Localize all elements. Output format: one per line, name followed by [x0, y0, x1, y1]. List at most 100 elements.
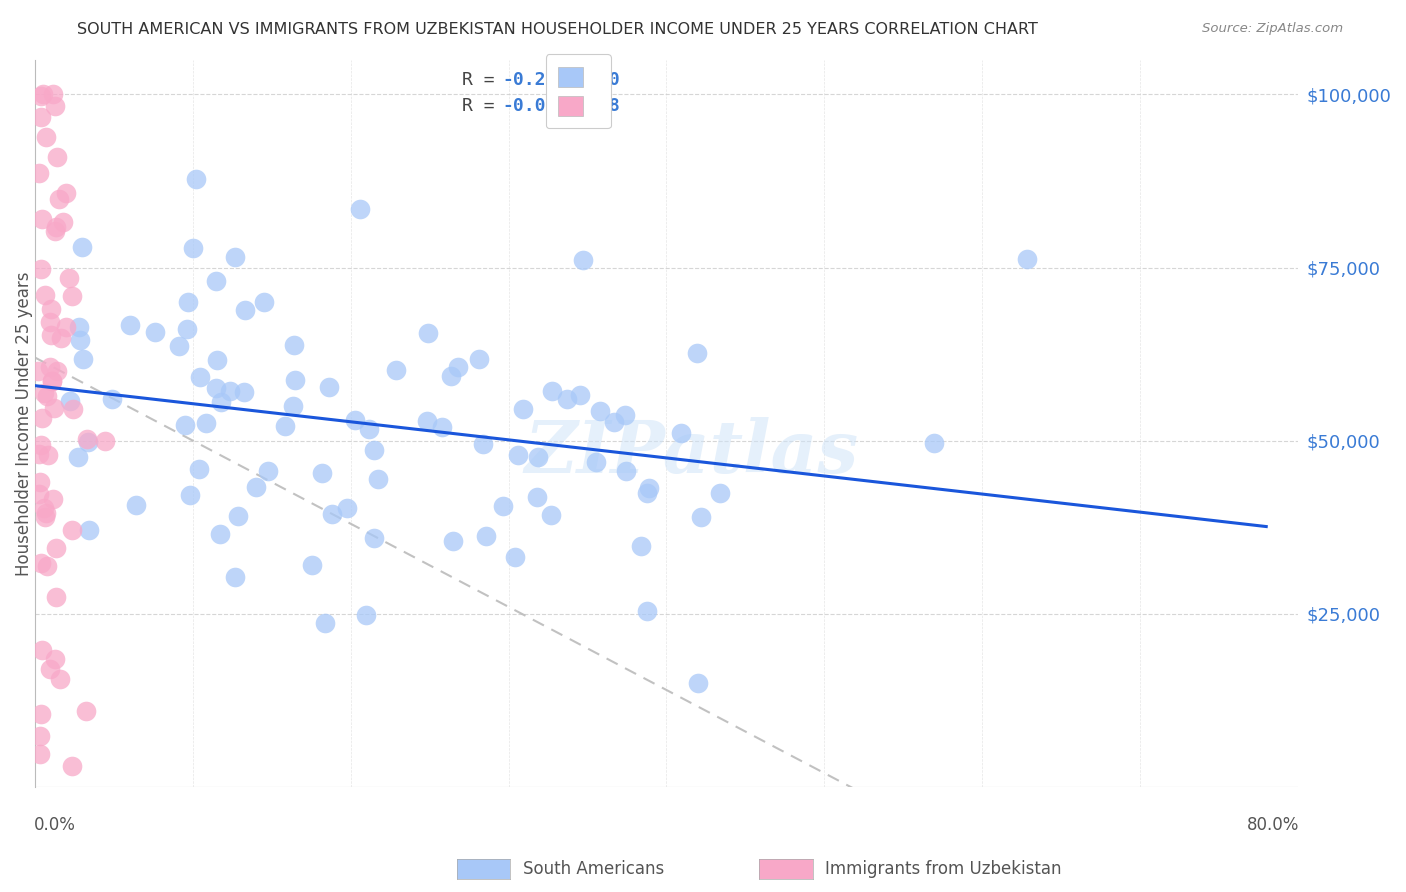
Point [224, 570, 246, 584]
Text: 58: 58 [599, 96, 620, 115]
Text: SOUTH AMERICAN VS IMMIGRANTS FROM UZBEKISTAN HOUSEHOLDER INCOME UNDER 25 YEARS C: SOUTH AMERICAN VS IMMIGRANTS FROM UZBEKI… [77, 22, 1038, 37]
Point [31, 410, 53, 425]
Point [540, 508, 562, 522]
Point [188, 370, 211, 384]
Point [34, 288, 56, 302]
Point [32, 501, 55, 516]
Point [205, 274, 228, 288]
Point [30, 706, 52, 721]
Point [75, 704, 97, 718]
Point [187, 461, 209, 475]
Text: Immigrants from Uzbekistan: Immigrants from Uzbekistan [825, 860, 1062, 878]
Point [468, 352, 491, 367]
Point [613, 408, 636, 422]
Text: ZIPatlas: ZIPatlas [524, 417, 859, 488]
Point [512, 402, 534, 417]
Point [245, 480, 267, 494]
Legend: , : , [546, 54, 610, 128]
Point [503, 550, 526, 565]
Point [416, 326, 439, 340]
Point [44, 223, 66, 237]
Point [42, 87, 65, 102]
Point [253, 295, 276, 310]
Point [439, 368, 461, 383]
Point [48, 673, 70, 687]
Point [233, 385, 256, 400]
Point [686, 346, 709, 360]
Text: South Americans: South Americans [523, 860, 664, 878]
Text: 90: 90 [599, 71, 620, 89]
Point [60, 524, 83, 538]
Point [176, 321, 198, 335]
Point [28, 447, 51, 461]
Point [45, 219, 67, 234]
Point [273, 419, 295, 434]
Point [416, 413, 439, 427]
Point [205, 381, 228, 395]
Point [72, 351, 94, 366]
Point [336, 501, 359, 516]
Point [506, 448, 529, 462]
Point [314, 615, 336, 630]
Point [585, 455, 607, 469]
Point [349, 202, 371, 217]
Point [30, 110, 52, 124]
Point [357, 422, 380, 436]
Point [184, 171, 207, 186]
Point [385, 362, 408, 376]
Point [39, 315, 62, 329]
Point [30, 88, 52, 103]
Point [636, 604, 658, 618]
Point [283, 337, 305, 351]
Point [441, 534, 464, 549]
Point [686, 676, 709, 690]
Point [28, 166, 51, 180]
Point [118, 318, 141, 333]
Point [526, 450, 548, 464]
Point [354, 607, 377, 622]
Point [59, 394, 82, 409]
Point [30, 747, 52, 762]
Point [589, 404, 612, 418]
Point [226, 509, 249, 524]
Point [284, 373, 307, 387]
Point [52, 215, 75, 229]
Point [209, 527, 232, 541]
Point [181, 241, 204, 255]
Point [45, 590, 67, 604]
Point [30, 262, 52, 277]
Point [224, 251, 246, 265]
Point [55, 186, 77, 201]
Point [41, 374, 63, 388]
Point [447, 359, 470, 374]
Point [45, 541, 67, 555]
Point [614, 464, 637, 478]
Point [572, 253, 595, 268]
Point [94, 434, 117, 449]
Text: 80.0%: 80.0% [1247, 816, 1299, 834]
Point [35, 506, 58, 520]
Point [602, 415, 624, 429]
Point [475, 529, 498, 543]
Text: -0.228: -0.228 [502, 71, 568, 89]
Point [48, 192, 70, 206]
Point [541, 384, 564, 398]
Point [44, 99, 66, 113]
Point [125, 498, 148, 512]
Point [555, 392, 578, 407]
Point [491, 500, 513, 514]
Text: -0.093: -0.093 [502, 96, 568, 115]
Point [363, 531, 385, 545]
Point [35, 389, 58, 403]
Point [79, 523, 101, 537]
Point [30, 556, 52, 570]
Point [143, 325, 166, 339]
Point [37, 448, 59, 462]
Point [39, 360, 62, 375]
Point [72, 240, 94, 254]
Point [39, 328, 62, 343]
Point [77, 435, 100, 450]
Point [49, 331, 72, 345]
Point [60, 289, 83, 303]
Point [321, 508, 343, 522]
